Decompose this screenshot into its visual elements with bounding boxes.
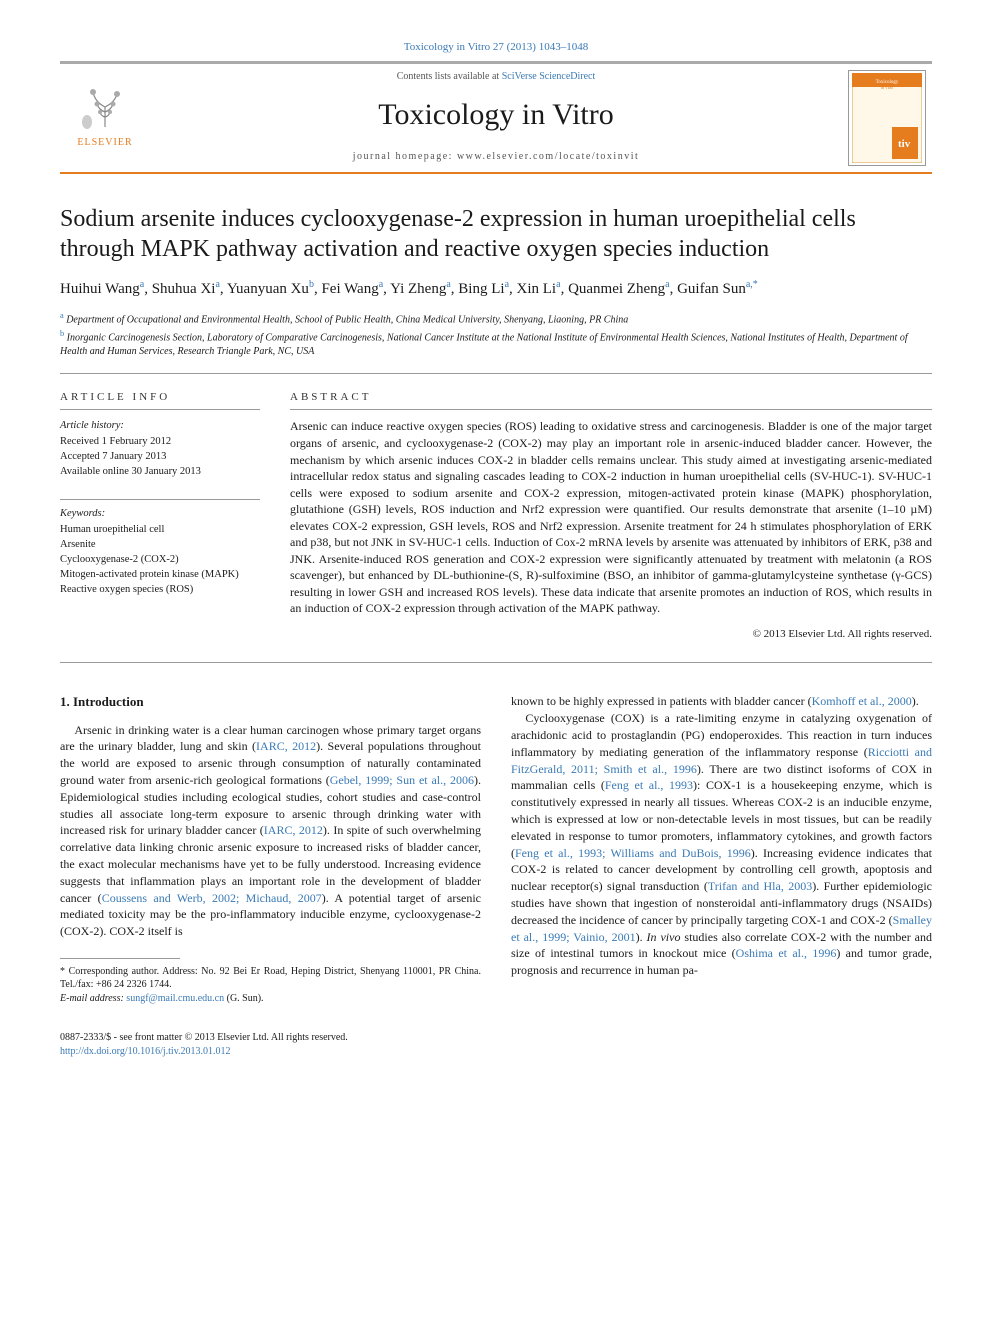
abstract-column: ABSTRACT Arsenic can induce reactive oxy… xyxy=(290,390,932,642)
right-column: known to be highly expressed in patients… xyxy=(511,693,932,1005)
corresponding-email[interactable]: sungf@mail.cmu.edu.cn xyxy=(126,993,224,1004)
abstract-text: Arsenic can induce reactive oxygen speci… xyxy=(290,418,932,617)
intro-heading: 1. Introduction xyxy=(60,693,481,711)
contents-prefix: Contents lists available at xyxy=(397,71,502,82)
homepage-url[interactable]: www.elsevier.com/locate/toxinvit xyxy=(457,151,639,162)
footnotes: * Corresponding author. Address: No. 92 … xyxy=(60,965,481,1006)
journal-header: ELSEVIER Contents lists available at Sci… xyxy=(60,61,932,174)
keyword-item: Cyclooxygenase-2 (COX-2) xyxy=(60,552,260,567)
footnote-separator xyxy=(60,958,180,959)
publisher-name: ELSEVIER xyxy=(77,136,132,150)
intro-col2-p2: Cyclooxygenase (COX) is a rate-limiting … xyxy=(511,710,932,979)
doi-link[interactable]: http://dx.doi.org/10.1016/j.tiv.2013.01.… xyxy=(60,1045,348,1059)
affiliation-line: b Inorganic Carcinogenesis Section, Labo… xyxy=(60,328,932,359)
keyword-item: Human uroepithelial cell xyxy=(60,522,260,537)
email-suffix: (G. Sun). xyxy=(224,993,263,1004)
keyword-item: Arsenite xyxy=(60,537,260,552)
journal-cover-thumb: Toxicology in Vitro tiv xyxy=(848,70,926,166)
history-accepted: Accepted 7 January 2013 xyxy=(60,449,260,464)
svg-text:tiv: tiv xyxy=(898,138,911,150)
body-two-column: 1. Introduction Arsenic in drinking wate… xyxy=(60,693,932,1005)
publisher-logo: ELSEVIER xyxy=(60,64,150,172)
issn-line: 0887-2333/$ - see front matter © 2013 El… xyxy=(60,1031,348,1045)
copyright-line: © 2013 Elsevier Ltd. All rights reserved… xyxy=(290,627,932,642)
homepage-prefix: journal homepage: xyxy=(353,151,457,162)
article-info-heading: ARTICLE INFO xyxy=(60,390,260,410)
intro-col2-p1: known to be highly expressed in patients… xyxy=(511,693,932,710)
keywords-list: Human uroepithelial cellArseniteCyclooxy… xyxy=(60,522,260,598)
affiliation-line: a Department of Occupational and Environ… xyxy=(60,310,932,327)
keyword-item: Reactive oxygen species (ROS) xyxy=(60,582,260,597)
email-line: E-mail address: sungf@mail.cmu.edu.cn (G… xyxy=(60,992,481,1006)
abstract-heading: ABSTRACT xyxy=(290,390,932,410)
author-list: Huihui Wanga, Shuhua Xia, Yuanyuan Xub, … xyxy=(60,278,932,300)
svg-text:in Vitro: in Vitro xyxy=(881,85,893,90)
footer-bar: 0887-2333/$ - see front matter © 2013 El… xyxy=(60,1025,932,1059)
affiliations: a Department of Occupational and Environ… xyxy=(60,310,932,374)
elsevier-tree-icon xyxy=(75,72,135,132)
article-title: Sodium arsenite induces cyclooxygenase-2… xyxy=(60,204,932,264)
keywords-label: Keywords: xyxy=(60,506,260,521)
history-received: Received 1 February 2012 xyxy=(60,434,260,449)
history-label: Article history: xyxy=(60,418,260,433)
article-info-sidebar: ARTICLE INFO Article history: Received 1… xyxy=(60,390,260,642)
intro-para-1: Arsenic in drinking water is a clear hum… xyxy=(60,722,481,940)
journal-homepage: journal homepage: www.elsevier.com/locat… xyxy=(160,150,832,164)
sciencedirect-link[interactable]: SciVerse ScienceDirect xyxy=(502,71,596,82)
top-citation: Toxicology in Vitro 27 (2013) 1043–1048 xyxy=(60,40,932,55)
history-online: Available online 30 January 2013 xyxy=(60,464,260,479)
corresponding-author-note: * Corresponding author. Address: No. 92 … xyxy=(60,965,481,992)
contents-available-line: Contents lists available at SciVerse Sci… xyxy=(160,70,832,84)
journal-name: Toxicology in Vitro xyxy=(160,94,832,136)
email-label: E-mail address: xyxy=(60,993,126,1004)
keyword-item: Mitogen-activated protein kinase (MAPK) xyxy=(60,567,260,582)
left-column: 1. Introduction Arsenic in drinking wate… xyxy=(60,693,481,1005)
